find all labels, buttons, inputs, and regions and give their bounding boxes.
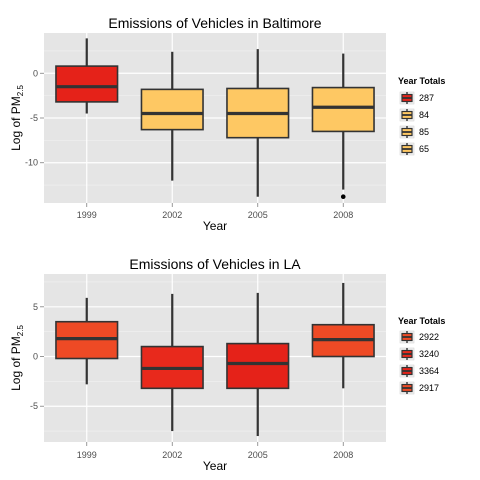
box-2002 <box>140 51 204 181</box>
legend-label: 3364 <box>419 366 439 376</box>
y-axis-label-main: Log of PM <box>9 96 23 151</box>
y-tick-label: 0 <box>33 68 38 78</box>
legend-label: 2917 <box>419 383 439 393</box>
legend-item: 3240 <box>399 347 439 361</box>
y-tick-label: 0 <box>33 352 38 362</box>
legend-label: 3240 <box>419 349 439 359</box>
x-axis-label: Year <box>203 219 227 233</box>
legend-item: 3364 <box>399 364 439 378</box>
y-tick-label: -10 <box>25 158 38 168</box>
y-tick-label: -5 <box>30 113 38 123</box>
y-tick-label: 5 <box>33 302 38 312</box>
chart-title: Emissions of Vehicles in Baltimore <box>108 15 321 31</box>
legend-label: 84 <box>419 110 429 120</box>
legend-item: 2922 <box>399 330 439 344</box>
legend-title: Year Totals <box>398 316 445 326</box>
chart-title: Emissions of Vehicles in LA <box>129 256 301 272</box>
x-tick-label: 2002 <box>162 450 182 460</box>
y-axis-label-subscript: 2.5 <box>16 325 25 337</box>
chart-2: 5 0 -5 1999 2002 2005 2008 Emissions of Vehicle… <box>9 256 445 473</box>
legend-item: 65 <box>399 142 429 156</box>
legend-item: 84 <box>399 108 429 122</box>
y-tick-label: -5 <box>30 401 38 411</box>
box-2005 <box>226 49 290 197</box>
box-1999 <box>55 297 119 385</box>
box-body <box>311 86 375 133</box>
legend: Year Totals 287 84 85 65 <box>398 76 445 156</box>
y-axis-label-subscript: 2.5 <box>16 85 25 97</box>
x-tick-label: 1999 <box>77 210 97 220</box>
legend-item: 2917 <box>399 381 439 395</box>
x-tick-label: 1999 <box>77 450 97 460</box>
box-2005 <box>226 292 290 437</box>
legend-item: 85 <box>399 125 429 139</box>
box-2008 <box>311 53 375 200</box>
y-axis-label: Log of PM2.5 <box>9 325 25 391</box>
x-tick-label: 2005 <box>248 450 268 460</box>
box-1999 <box>55 38 119 114</box>
legend-title: Year Totals <box>398 76 445 86</box>
x-tick-label: 2002 <box>162 210 182 220</box>
chart-1: 0 -5 -10 1999 2002 2005 2008 Emissions of Vehic… <box>9 15 445 233</box>
x-tick-label: 2008 <box>333 210 353 220</box>
x-tick-label: 2005 <box>248 210 268 220</box>
y-axis-label-main: Log of PM <box>9 336 23 391</box>
x-axis-label: Year <box>203 459 227 473</box>
legend: Year Totals 2922 3240 3364 2917 <box>398 316 445 395</box>
legend-item: 287 <box>399 91 434 105</box>
legend-label: 287 <box>419 93 434 103</box>
outlier-point <box>340 194 346 200</box>
box-2008 <box>311 282 375 389</box>
legend-label: 2922 <box>419 332 439 342</box>
legend-label: 85 <box>419 127 429 137</box>
box-body <box>55 65 119 103</box>
box-body <box>140 88 204 131</box>
x-tick-label: 2008 <box>333 450 353 460</box>
y-axis-label: Log of PM2.5 <box>9 85 25 151</box>
legend-label: 65 <box>419 144 429 154</box>
box-body <box>226 342 290 390</box>
box-2002 <box>140 293 204 432</box>
